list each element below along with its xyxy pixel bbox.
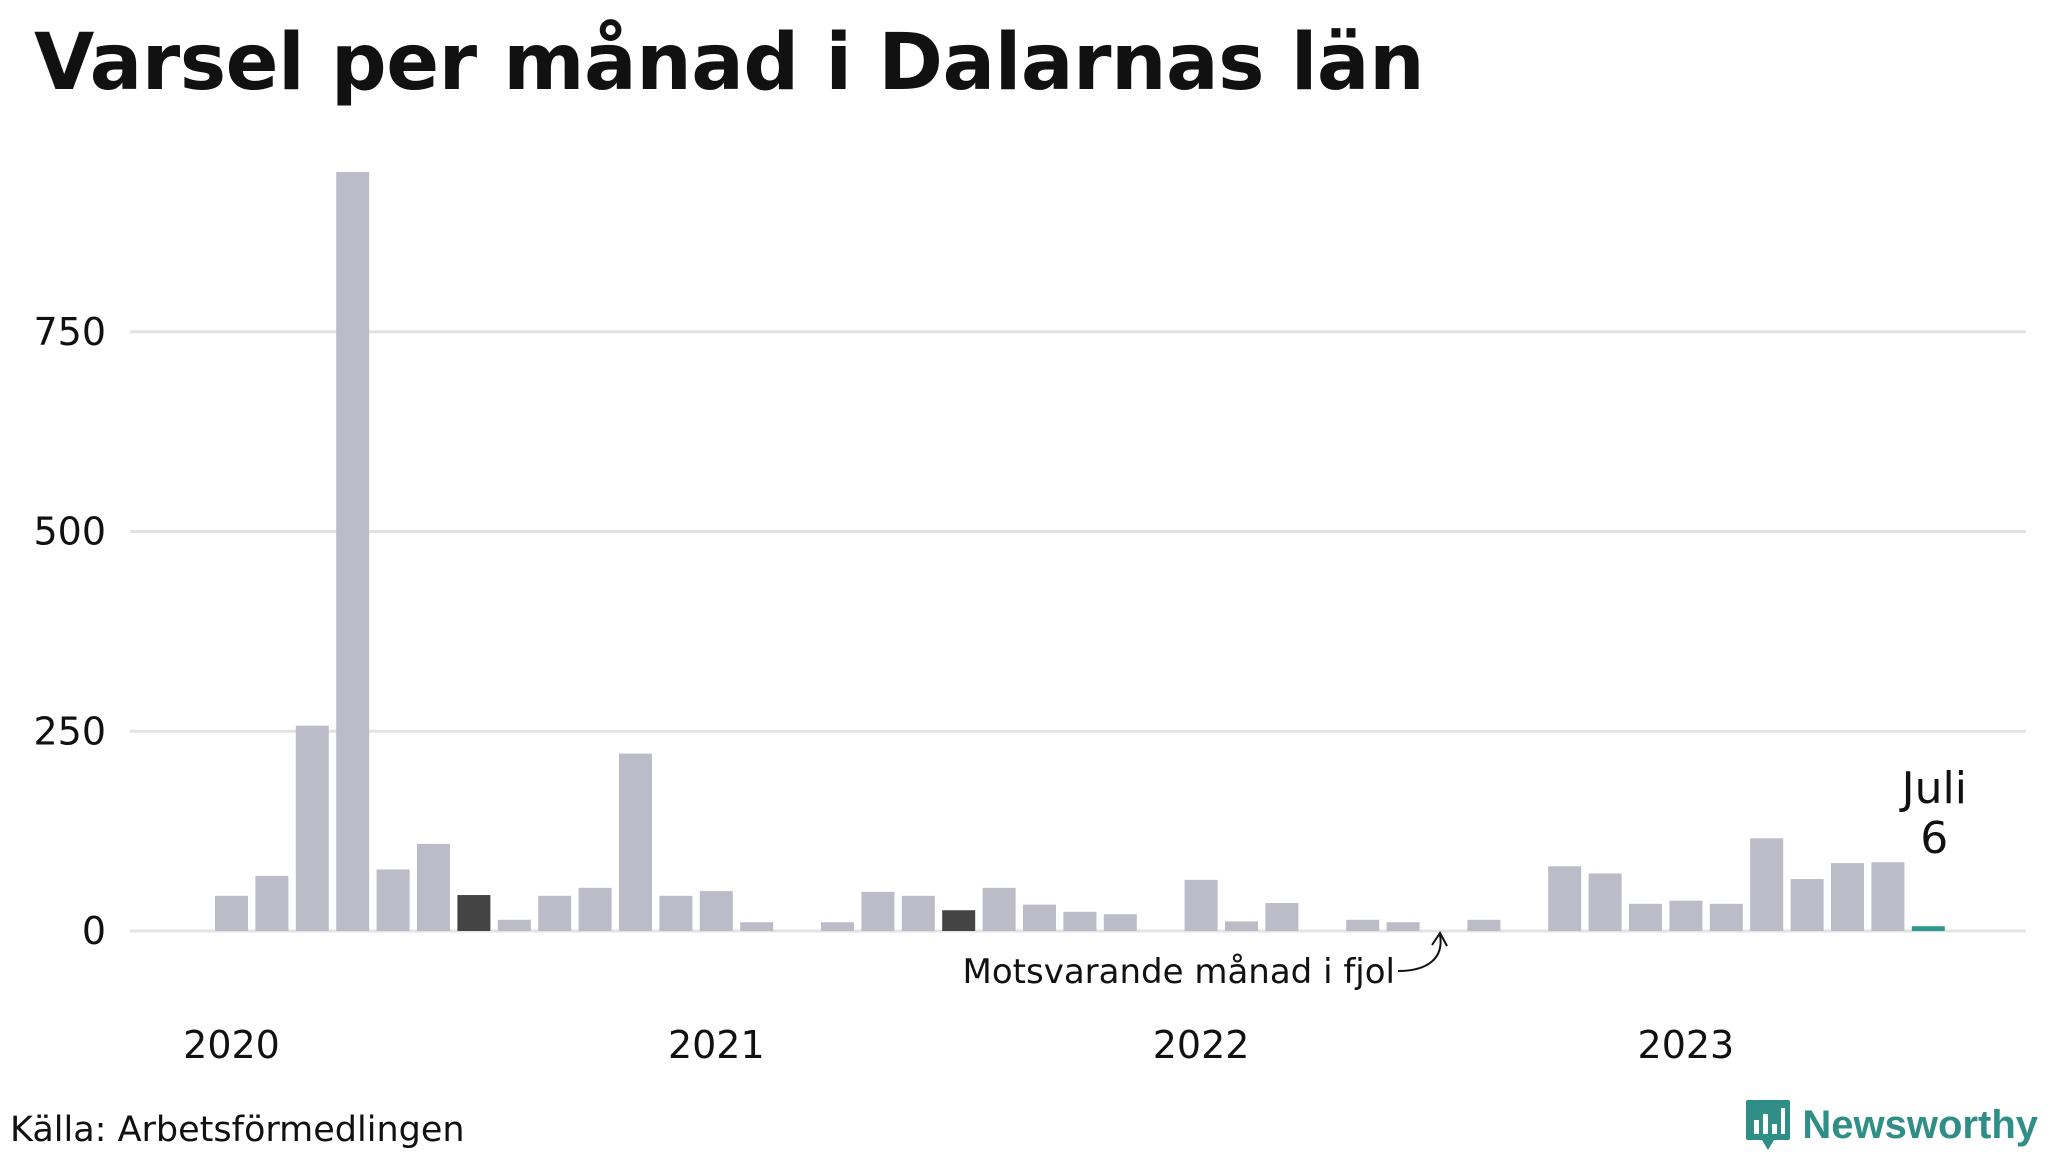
current-month-label: Juli [1899, 763, 1967, 814]
bar-18 [942, 910, 976, 931]
bar-15 [821, 922, 854, 931]
bar-25 [1225, 921, 1258, 931]
bar-2 [295, 725, 329, 931]
bar-11 [659, 895, 693, 931]
brand-logo: Newsworthy [1744, 1098, 2038, 1152]
bar-35 [1629, 903, 1662, 931]
bar-10 [619, 753, 652, 931]
x-axis-labels: 2020 2021 2022 2023 [183, 1023, 1734, 1067]
bar-38 [1750, 838, 1784, 931]
bar-12 [699, 891, 733, 931]
bar-33 [1548, 866, 1582, 931]
bar-26 [1265, 903, 1299, 931]
chart-title: Varsel per månad i Dalarnas län [34, 18, 1425, 108]
bar-36 [1669, 900, 1703, 931]
bar-8 [538, 895, 572, 931]
bar-7 [497, 919, 531, 931]
year-label: 2023 [1638, 1023, 1735, 1067]
bar-29 [1386, 922, 1420, 931]
bar-19 [982, 887, 1016, 931]
year-label: 2021 [668, 1023, 765, 1067]
bar-1 [255, 875, 289, 931]
bar-34 [1588, 873, 1622, 931]
bar-13 [740, 922, 774, 931]
source-note: Källa: Arbetsförmedlingen [10, 1110, 465, 1150]
bar-3 [336, 172, 370, 931]
bar-4 [376, 869, 410, 931]
bar-42 [1911, 926, 1945, 931]
brand-name: Newsworthy [1802, 1102, 2038, 1147]
y-tick-label: 750 [33, 310, 106, 354]
annotation-arrowhead-icon [1431, 931, 1448, 947]
current-value-label: 6 [1920, 813, 1948, 864]
bar-41 [1871, 862, 1905, 931]
y-tick-label: 0 [82, 909, 106, 953]
bar-37 [1709, 903, 1743, 931]
y-tick-label: 250 [33, 709, 106, 753]
bar-40 [1831, 863, 1864, 931]
bar-31 [1467, 919, 1501, 931]
bar-5 [417, 843, 450, 931]
year-label: 2020 [183, 1023, 280, 1067]
annotation-arrow [1397, 934, 1442, 972]
gridlines [130, 330, 2026, 933]
bar-16 [861, 891, 895, 931]
bar-6 [457, 895, 491, 931]
bar-39 [1790, 879, 1824, 931]
y-tick-label: 500 [33, 510, 106, 554]
annotation-text: Motsvarande månad i fjol [963, 952, 1395, 992]
bar-20 [1023, 904, 1056, 931]
bar-0 [215, 895, 248, 931]
bar-22 [1103, 914, 1137, 931]
bar-28 [1346, 919, 1380, 931]
bar-21 [1063, 911, 1097, 931]
bar-24 [1184, 879, 1218, 931]
bars [215, 172, 1945, 931]
y-axis-labels: 0 250 500 750 [33, 310, 106, 953]
bar-17 [901, 895, 935, 931]
bar-9 [578, 887, 612, 931]
year-label: 2022 [1153, 1023, 1250, 1067]
newsworthy-logo-icon [1746, 1100, 1791, 1150]
